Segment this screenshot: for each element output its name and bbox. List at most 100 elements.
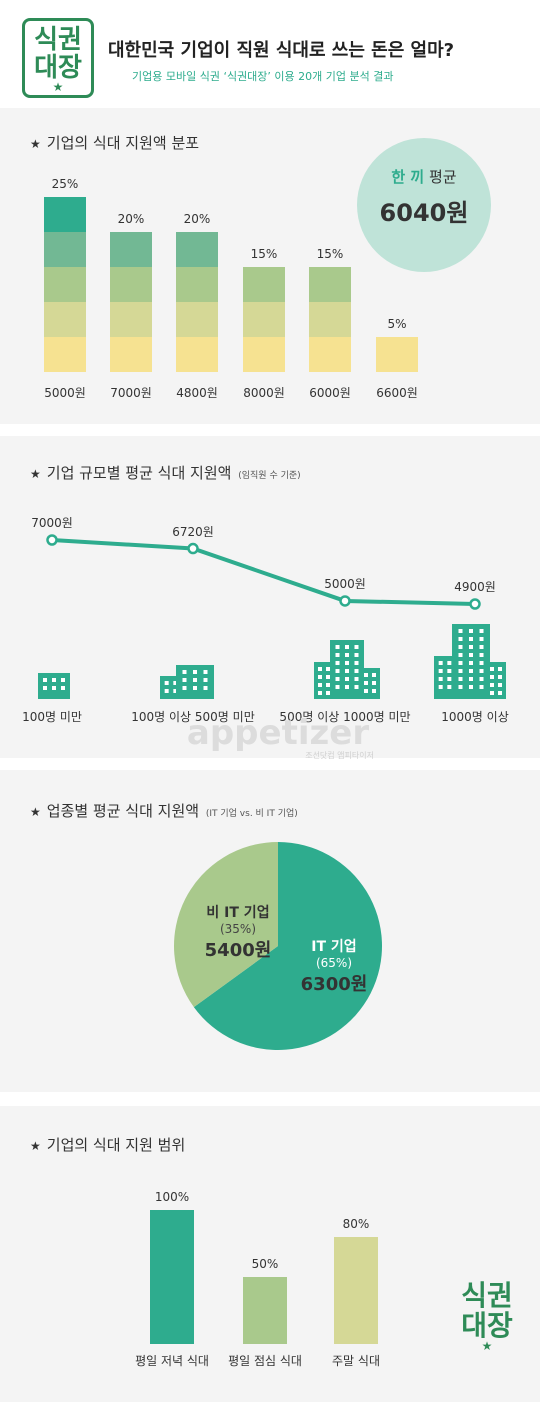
- bar-segment: [309, 267, 351, 302]
- bar-value-label: 5%: [387, 317, 407, 331]
- star-icon: ★: [30, 467, 41, 481]
- bar-value-label: 20%: [183, 212, 211, 226]
- section-title-text: 기업의 식대 지원 범위: [46, 1136, 186, 1154]
- star-icon: ★: [30, 805, 41, 819]
- section-company-size: ★ 기업 규모별 평균 식대 지원액 (임직원 수 기준) 7000원 100명 미…: [0, 436, 540, 761]
- star-icon: ★: [52, 80, 64, 94]
- logo-line-1: 식권: [461, 1279, 513, 1312]
- bar-segment: [110, 232, 152, 267]
- section-subtitle: (임직원 수 기준): [238, 471, 301, 481]
- bar-category-label: 5000원: [44, 386, 86, 400]
- average-label-rest: 평균: [424, 168, 457, 186]
- watermark-tagline: 조선닷컴 앱피타이저: [305, 751, 374, 760]
- bar-segment: [243, 302, 285, 337]
- average-label: 한 끼 평균: [357, 166, 491, 187]
- pie-label-non-it-percent: (35%): [219, 922, 257, 936]
- data-point-label: 6720원: [172, 524, 214, 539]
- bar-segment: [176, 232, 218, 267]
- bar-segment: [110, 337, 152, 372]
- company-size-line-chart: [38, 534, 506, 699]
- bar-category-label: 평일 저녁 식대: [135, 1354, 209, 1368]
- category-label: 1000명 이상: [441, 710, 509, 724]
- bar-segment: [309, 337, 351, 372]
- bar-segment: [176, 267, 218, 302]
- bar-segment: [44, 302, 86, 337]
- bar-segment: [44, 337, 86, 372]
- pie-label-non-it-value: 5400원: [204, 940, 272, 961]
- brand-logo: 식권 대장 ★: [22, 18, 94, 98]
- bar: [243, 1277, 287, 1344]
- data-point-label: 7000원: [31, 516, 73, 530]
- category-label: 100명 이상 500명 미만: [131, 710, 255, 724]
- section-title-industry: ★ 업종별 평균 식대 지원액 (IT 기업 vs. 비 IT 기업): [30, 800, 298, 821]
- pie-slice: [174, 842, 278, 1008]
- bar-category-label: 7000원: [110, 386, 152, 400]
- data-point-label: 4900원: [454, 580, 496, 594]
- bar-value-label: 25%: [51, 177, 79, 191]
- building-icon: [38, 673, 70, 699]
- section-distribution: ★ 기업의 식대 지원액 분포 25% 5000원 20% 7000원 20% 4800원 1…: [0, 108, 540, 424]
- bar-value-label: 20%: [117, 212, 145, 226]
- data-point: [339, 595, 351, 607]
- average-value: 6040원: [379, 199, 469, 227]
- industry-pie-chart: [174, 842, 382, 1050]
- brand-logo-footer: 식권 대장 ★: [452, 1282, 522, 1364]
- logo-line-2: 대장: [34, 53, 82, 83]
- page-subtitle: 기업용 모바일 식권 ‘식권대장’ 이용 20개 기업 분석 결과: [132, 70, 394, 83]
- pie-label-it: IT 기업 (65%) 6300원: [286, 936, 382, 996]
- star-icon: ★: [30, 1139, 41, 1153]
- bar-segment: [376, 337, 418, 372]
- pie-label-it-percent: (65%): [315, 956, 353, 970]
- bar-segment: [44, 267, 86, 302]
- bar-category-label: 주말 식대: [332, 1354, 380, 1368]
- watermark-brand: appetizer: [186, 713, 370, 753]
- bar-value-label: 80%: [342, 1216, 370, 1231]
- section-title-company-size: ★ 기업 규모별 평균 식대 지원액 (임직원 수 기준): [30, 462, 301, 483]
- star-icon: ★: [30, 137, 41, 151]
- average-badge: 한 끼 평균 6040원: [357, 138, 491, 272]
- category-label: 100명 미만: [22, 710, 82, 724]
- bar-value-label: 15%: [250, 247, 278, 261]
- bar-category-label: 8000원: [243, 386, 285, 400]
- data-point: [46, 534, 58, 546]
- bar-segment: [176, 337, 218, 372]
- star-icon: ★: [481, 1339, 493, 1353]
- bar-category-label: 6600원: [376, 386, 418, 400]
- category-label: 500명 이상 1000명 미만: [279, 710, 411, 724]
- section-coverage: ★ 기업의 식대 지원 범위 100% 평일 저녁 식대 50% 평일 점심 식대 80%…: [0, 1106, 540, 1402]
- section-title-text: 업종별 평균 식대 지원액: [46, 802, 200, 820]
- bar-segment: [44, 232, 86, 267]
- pie-label-non-it-name: 비 IT 기업: [206, 905, 270, 921]
- building-icon: [160, 665, 214, 699]
- pie-label-it-name: IT 기업: [311, 939, 357, 955]
- data-point: [469, 598, 481, 610]
- logo-line-2: 대장: [461, 1309, 513, 1342]
- bar: [334, 1236, 378, 1344]
- watermark: appetizer 조선닷컴 앱피타이저: [178, 716, 378, 761]
- page-title: 대한민국 기업이 직원 식대로 쓰는 돈은 얼마?: [108, 40, 455, 61]
- section-subtitle: (IT 기업 vs. 비 IT 기업): [205, 809, 298, 819]
- bar-segment: [243, 267, 285, 302]
- section-title-text: 기업 규모별 평균 식대 지원액: [46, 464, 232, 482]
- bar-category-label: 6000원: [309, 386, 351, 400]
- data-point: [187, 542, 199, 555]
- bar-category-label: 4800원: [176, 386, 218, 400]
- pie-label-it-value: 6300원: [300, 974, 368, 995]
- bar-category-label: 평일 점심 식대: [228, 1354, 302, 1368]
- bar: [150, 1210, 194, 1344]
- section-title-text: 기업의 식대 지원액 분포: [46, 134, 200, 152]
- bar-value-label: 15%: [316, 247, 344, 261]
- data-point-label: 5000원: [324, 576, 366, 591]
- average-label-highlight: 한 끼: [391, 168, 425, 186]
- bar-segment: [110, 267, 152, 302]
- series-line: [51, 538, 476, 606]
- building-icon: [434, 624, 506, 699]
- bar-segment: [176, 302, 218, 337]
- bar-value-label: 100%: [154, 1190, 190, 1204]
- bar-segment: [44, 197, 86, 232]
- section-title-coverage: ★ 기업의 식대 지원 범위: [30, 1134, 185, 1155]
- section-title-distribution: ★ 기업의 식대 지원액 분포: [30, 132, 199, 153]
- bar-value-label: 50%: [251, 1257, 279, 1271]
- pie-label-non-it: 비 IT 기업 (35%) 5400원: [190, 902, 286, 962]
- bar-segment: [110, 302, 152, 337]
